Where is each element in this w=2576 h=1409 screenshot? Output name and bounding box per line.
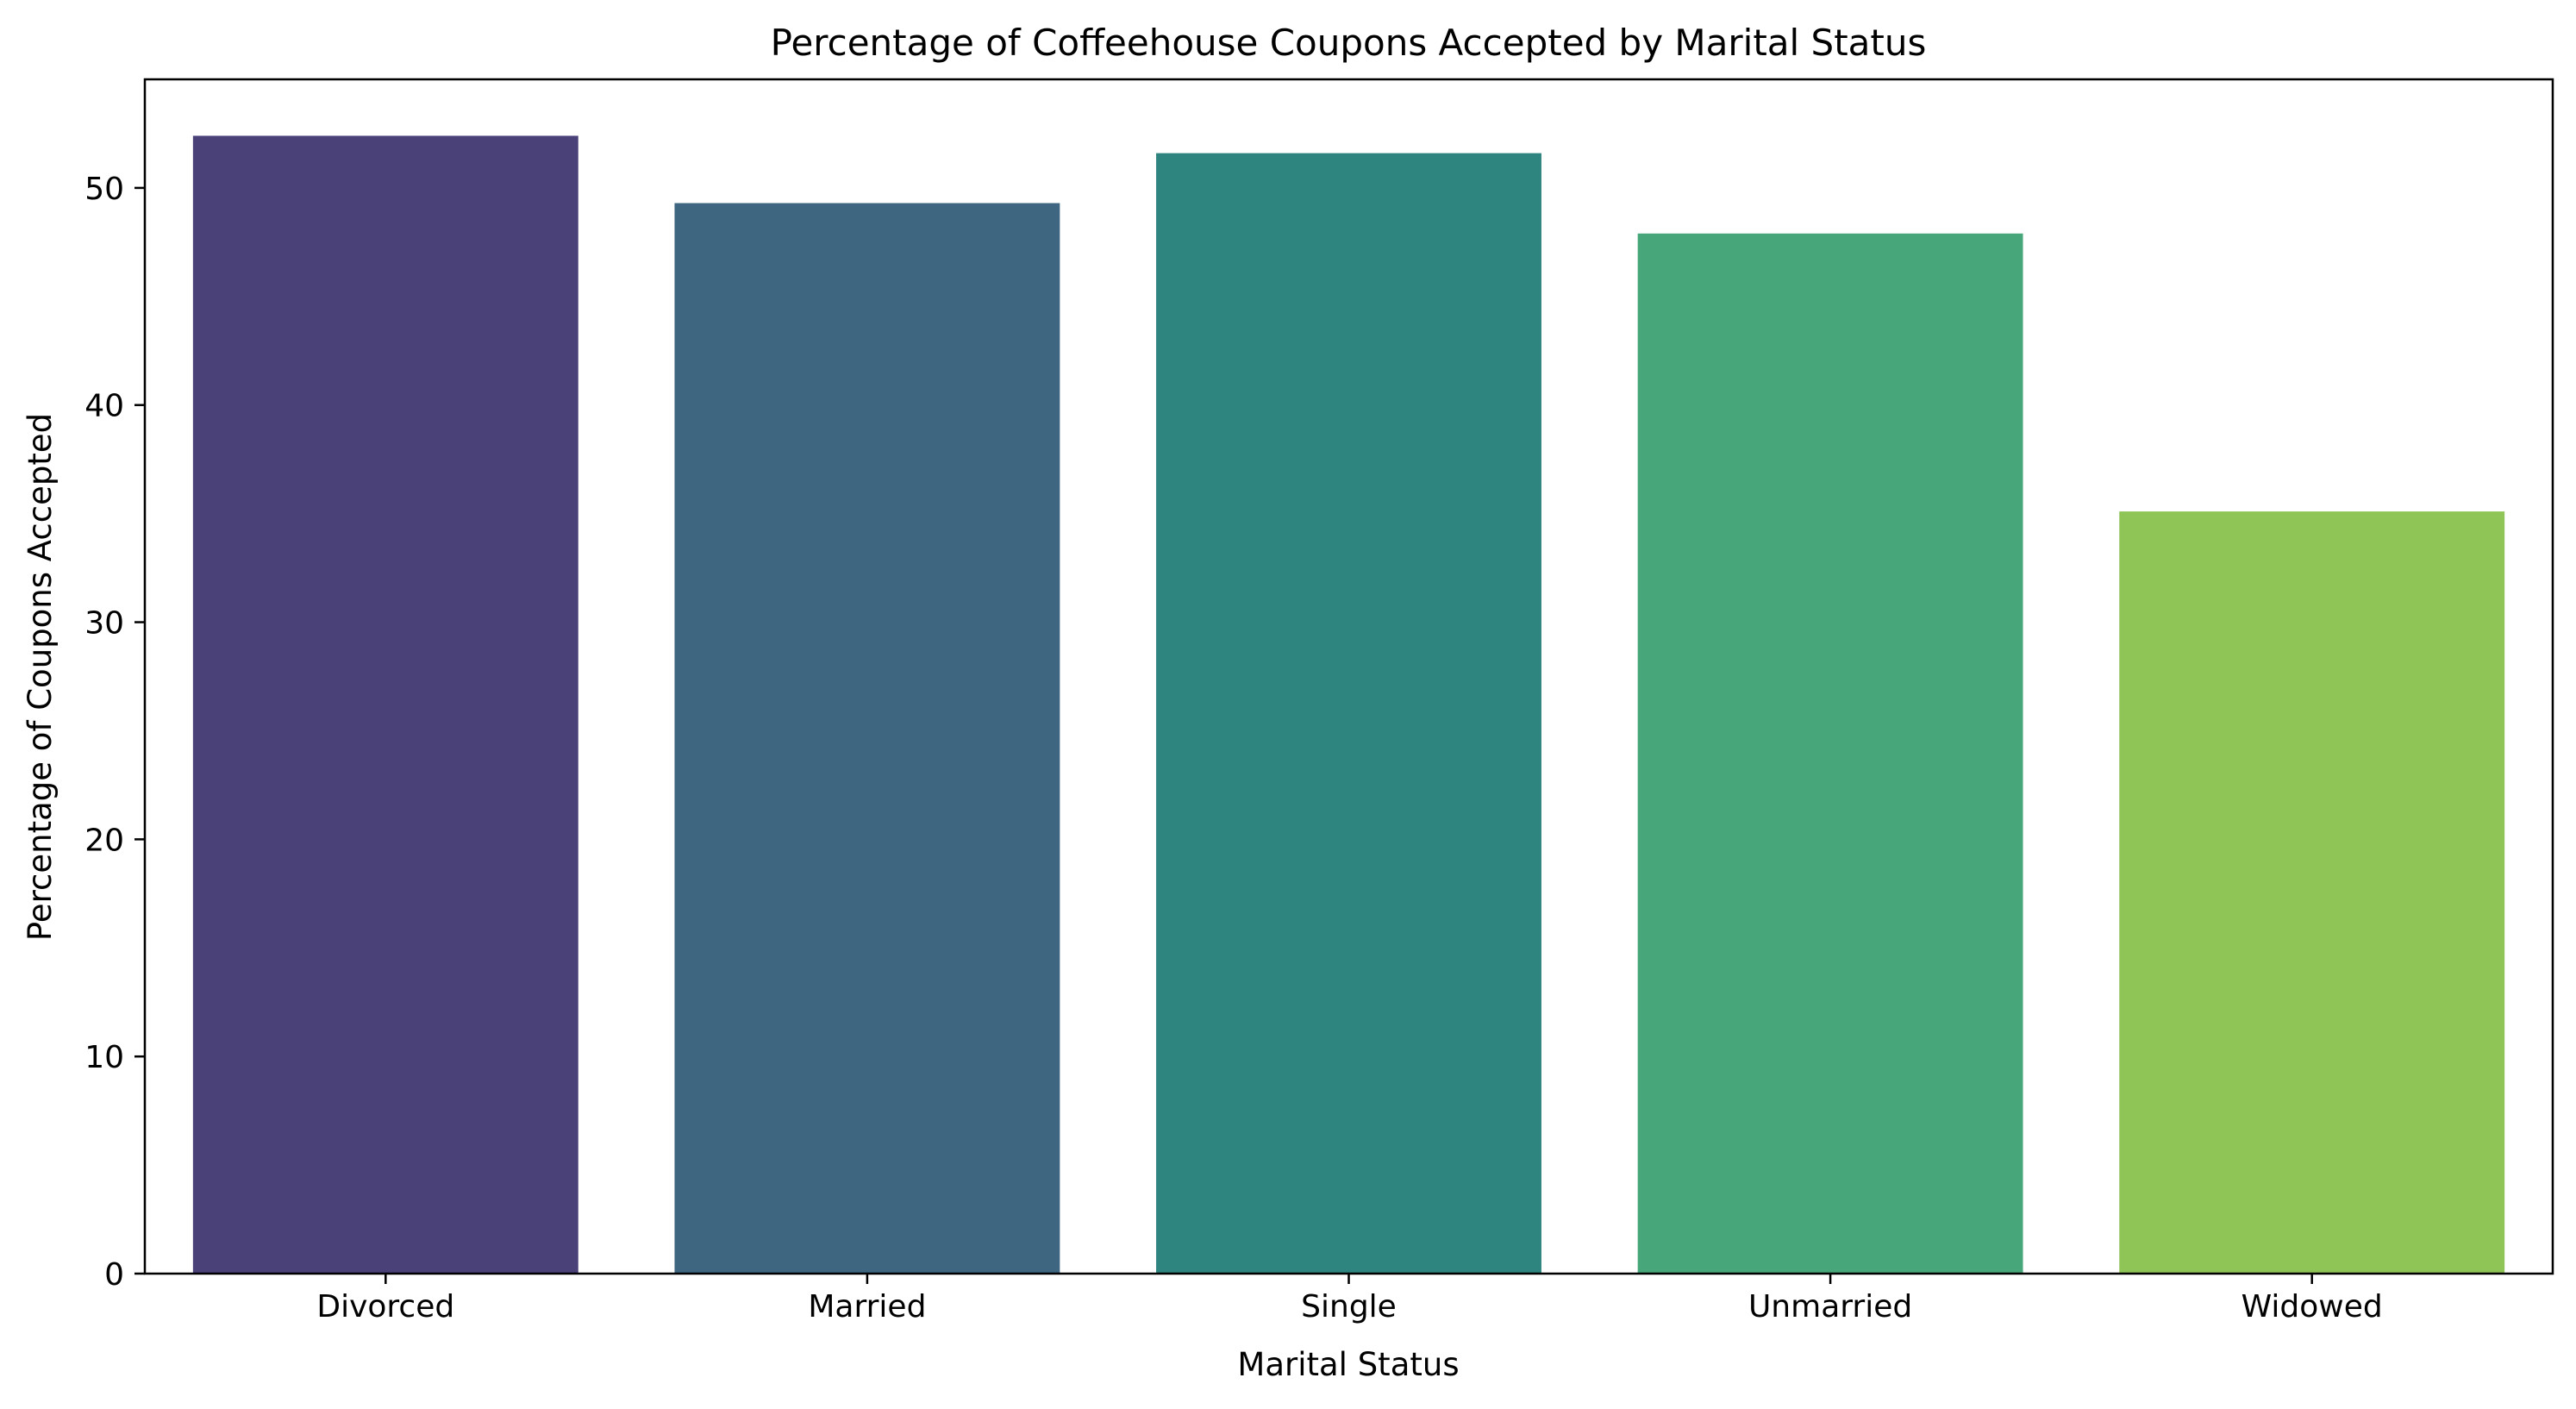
bar-widowed: [2119, 511, 2505, 1274]
y-tick-label-0: 0: [104, 1257, 124, 1293]
bar-divorced: [192, 135, 578, 1274]
x-tick-label-widowed: Widowed: [2241, 1289, 2383, 1324]
x-axis-label: Marital Status: [1237, 1346, 1459, 1383]
y-tick-label-50: 50: [84, 172, 124, 207]
x-axis-ticks: Divorced Married Single Unmarried Widowed: [316, 1274, 2383, 1324]
y-axis-ticks: 0 10 20 30 40 50: [84, 172, 145, 1293]
y-tick-label-10: 10: [84, 1040, 124, 1075]
y-tick-label-20: 20: [84, 823, 124, 858]
bar-unmarried: [1637, 233, 2023, 1274]
bar-single: [1156, 153, 1541, 1274]
x-tick-label-divorced: Divorced: [316, 1289, 454, 1324]
bars: [192, 135, 2505, 1274]
plot-area-frame: [143, 78, 2554, 1275]
y-tick-label-30: 30: [84, 606, 124, 642]
y-axis-label: Percentage of Coupons Accepted: [22, 413, 59, 941]
x-tick-label-married: Married: [808, 1289, 926, 1324]
x-tick-label-single: Single: [1301, 1289, 1397, 1324]
y-tick-label-40: 40: [84, 389, 124, 424]
chart-title: Percentage of Coffeehouse Coupons Accept…: [771, 22, 1927, 64]
bar-married: [674, 203, 1060, 1274]
x-tick-label-unmarried: Unmarried: [1748, 1289, 1912, 1324]
